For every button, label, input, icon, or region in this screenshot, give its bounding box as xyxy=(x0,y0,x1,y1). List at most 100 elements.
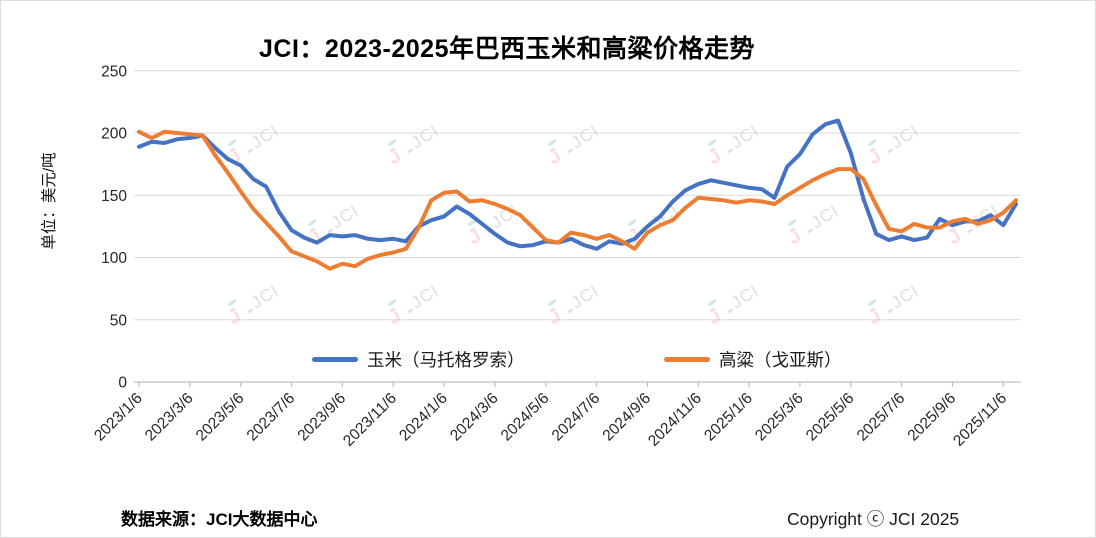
watermark-gray-dash xyxy=(327,228,334,234)
x-tick-label: 2023/7/6 xyxy=(244,390,299,445)
watermark-jci-text: JCI xyxy=(727,120,762,153)
y-tick-label: 50 xyxy=(110,312,128,329)
watermark-j-mark: J xyxy=(383,304,405,330)
x-tick-label: 2025/1/6 xyxy=(701,390,756,445)
x-tick-label: 2024/7/6 xyxy=(549,390,604,445)
watermark-gray-dash xyxy=(407,308,414,314)
gridlines xyxy=(134,70,1021,321)
chart-title: JCI：2023-2025年巴西玉米和高粱价格走势 xyxy=(259,35,755,63)
y-tick-label: 150 xyxy=(101,188,127,205)
x-tick-label: 2024/11/6 xyxy=(645,390,705,450)
x-tick-label: 2024/5/6 xyxy=(498,390,553,445)
watermark-j-mark: J xyxy=(703,304,725,330)
watermark-jci-text: JCI xyxy=(247,120,282,153)
watermark-j-mark: J xyxy=(383,144,405,170)
watermark-gray-dash xyxy=(247,308,254,314)
watermark-jci-text: JCI xyxy=(887,280,922,313)
watermark-jci-text: JCI xyxy=(887,120,922,153)
watermark-gray-dash xyxy=(887,308,894,314)
watermark-teal-dash xyxy=(708,139,717,146)
watermark-jci-text: JCI xyxy=(407,120,442,153)
x-tick-label: 2025/7/6 xyxy=(854,390,909,445)
x-tick-label: 2025/11/6 xyxy=(950,390,1010,450)
sorghum-price-line xyxy=(137,129,1018,271)
watermark-jci-text: JCI xyxy=(567,280,602,313)
watermark-j-mark: J xyxy=(703,144,725,170)
x-axis xyxy=(134,381,1021,387)
watermark-gray-dash xyxy=(887,148,894,154)
watermark-gray-dash xyxy=(807,228,814,234)
watermark-gray-dash xyxy=(247,148,254,154)
watermark-teal-dash xyxy=(228,299,237,306)
legend-item-sorghum: 高粱（戈亚斯） xyxy=(664,347,842,372)
legend-item-corn: 玉米（马托格罗索） xyxy=(312,347,525,372)
y-tick-label: 200 xyxy=(101,126,127,143)
x-tick-label: 2024/3/6 xyxy=(447,390,502,445)
y-tick-label: 0 xyxy=(118,375,127,392)
watermark-j-mark: J xyxy=(783,224,805,250)
watermark-teal-dash xyxy=(388,299,397,306)
watermark-gray-dash xyxy=(407,148,414,154)
watermark-jci-text: JCI xyxy=(247,280,282,313)
y-axis-title: 单位：美元/吨 xyxy=(41,152,58,250)
corn-price-line xyxy=(137,118,1018,251)
watermark-gray-dash xyxy=(967,228,974,234)
x-tick-label: 2024/1/6 xyxy=(396,390,451,445)
watermark-jci-text: JCI xyxy=(727,280,762,313)
data-source-note: 数据来源：JCI大数据中心 xyxy=(121,510,318,529)
corn-line-swatch xyxy=(312,357,358,362)
watermark-gray-dash xyxy=(727,148,734,154)
watermark-j-mark: J xyxy=(543,144,565,170)
watermark-teal-dash xyxy=(228,139,237,146)
watermark-jci-text: JCI xyxy=(327,200,362,233)
watermark-teal-dash xyxy=(868,299,877,306)
x-tick-label: 2023/11/6 xyxy=(340,390,400,450)
y-tick-label: 100 xyxy=(101,250,127,267)
sorghum-line-swatch xyxy=(664,357,710,362)
watermark-jci-text: JCI xyxy=(567,120,602,153)
watermark-j-mark: J xyxy=(863,144,885,170)
x-axis-labels: 2023/1/62023/3/62023/5/62023/7/62023/9/6… xyxy=(91,390,1010,450)
watermark-jci-text: JCI xyxy=(807,200,842,233)
watermark-teal-dash xyxy=(388,139,397,146)
watermark-jci-text: JCI xyxy=(407,280,442,313)
watermark-gray-dash xyxy=(727,308,734,314)
x-tick-label: 2023/5/6 xyxy=(193,390,248,445)
x-tick-label: 2023/3/6 xyxy=(142,390,197,445)
watermark-teal-dash xyxy=(308,219,317,226)
watermark-teal-dash xyxy=(548,139,557,146)
watermark-teal-dash xyxy=(468,219,477,226)
x-tick-label: 2023/1/6 xyxy=(91,390,146,445)
x-tick-label: 2025/3/6 xyxy=(752,390,807,445)
watermark-teal-dash xyxy=(548,299,557,306)
watermark-j-mark: J xyxy=(943,224,965,250)
watermark-j-mark: J xyxy=(863,304,885,330)
legend-label-sorghum: 高粱（戈亚斯） xyxy=(719,350,842,370)
x-tick-label: 2025/5/6 xyxy=(803,390,858,445)
watermark-teal-dash xyxy=(868,139,877,146)
y-tick-label: 250 xyxy=(101,63,127,80)
legend-label-corn: 玉米（马托格罗索） xyxy=(367,350,525,370)
watermark-teal-dash xyxy=(708,299,717,306)
watermark-teal-dash xyxy=(628,219,637,226)
y-axis-labels: 0 50 100 150 200 250 xyxy=(101,63,127,391)
watermark-teal-dash xyxy=(788,219,797,226)
watermark-j-mark: J xyxy=(543,304,565,330)
watermark-j-mark: J xyxy=(223,304,245,330)
watermark-j-mark: J xyxy=(463,224,485,250)
copyright-note: Copyright ⓒ JCI 2025 xyxy=(787,509,960,529)
watermark-gray-dash xyxy=(567,308,574,314)
watermark-gray-dash xyxy=(567,148,574,154)
